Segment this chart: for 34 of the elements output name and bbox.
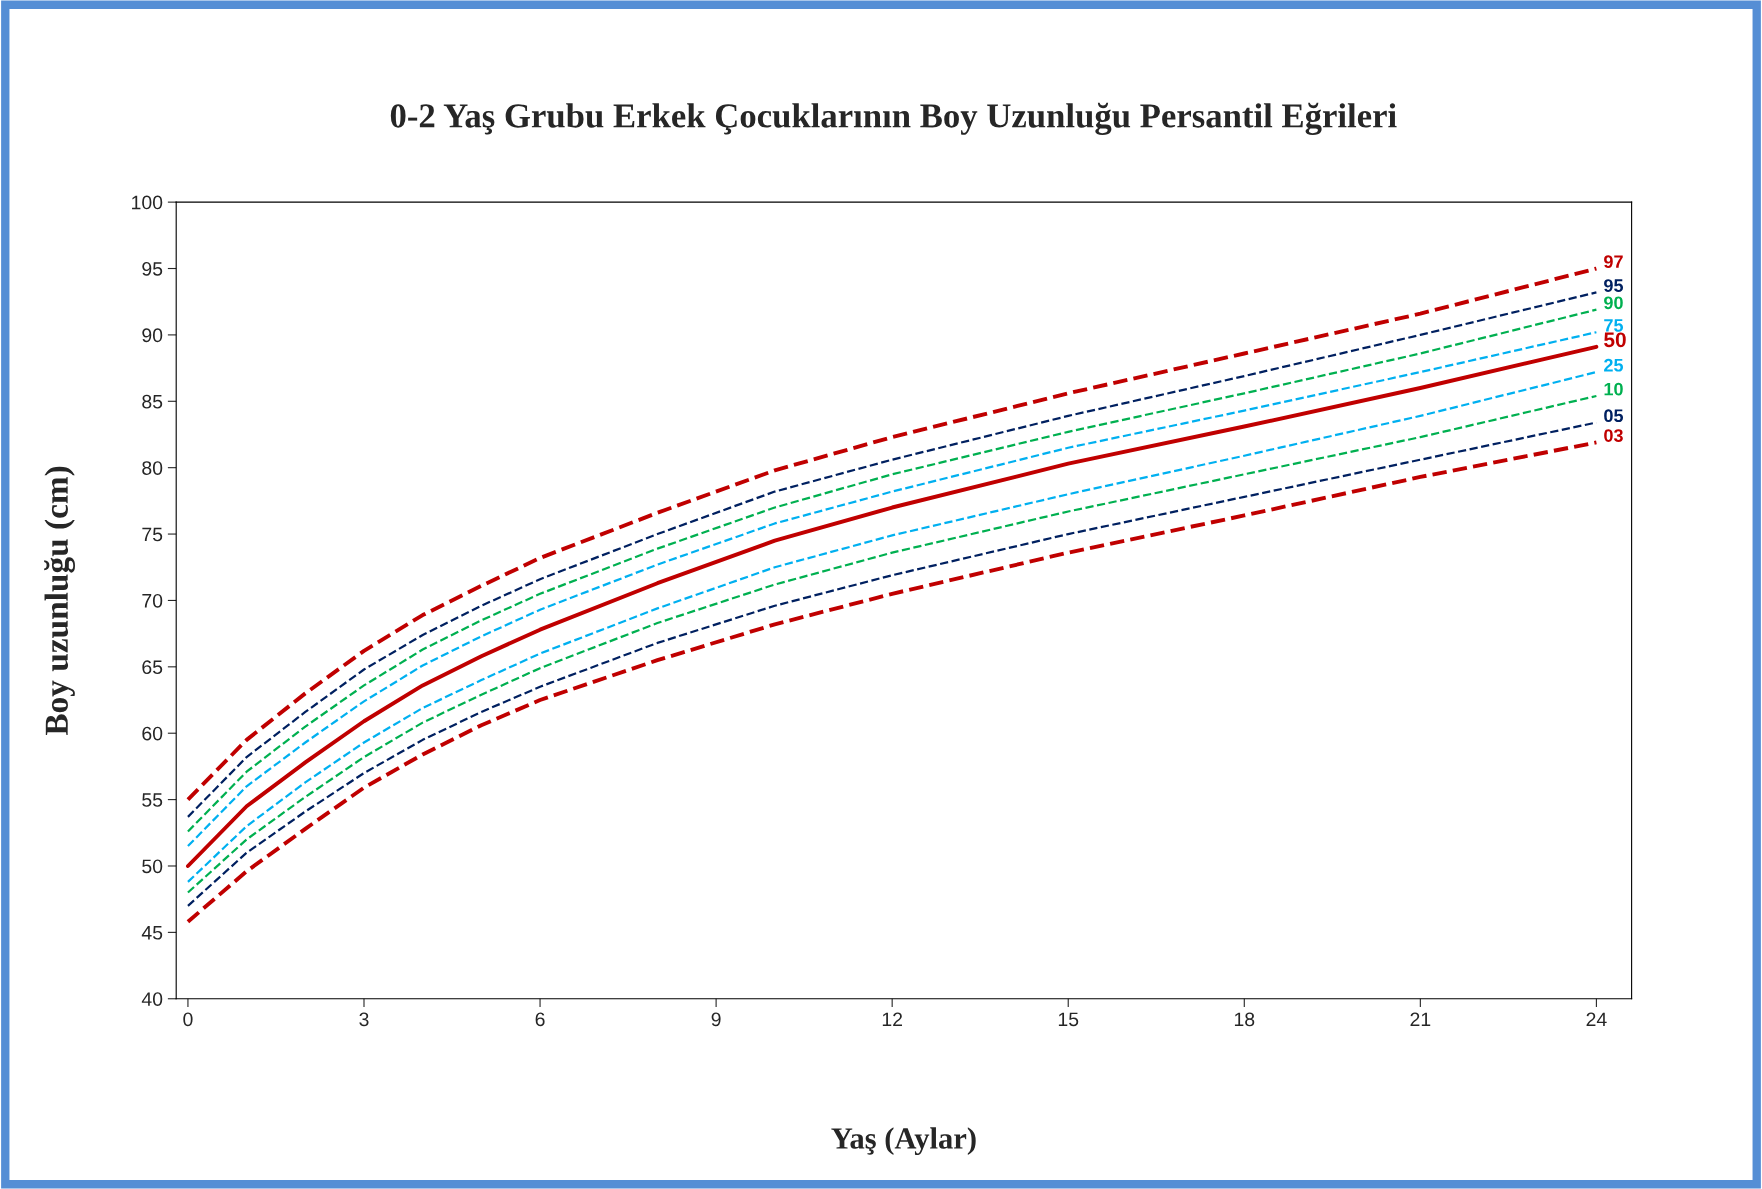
y-tick-label: 75 — [142, 527, 163, 542]
y-tick-label: 60 — [142, 726, 163, 741]
x-tick-label: 0 — [183, 1012, 193, 1027]
x-tick-label: 3 — [359, 1012, 369, 1027]
y-tick-label: 45 — [141, 926, 163, 940]
y-tick-label: 55 — [142, 793, 163, 807]
x-axis-title: Yaş (Aylar) — [831, 1127, 976, 1156]
x-tick-label: 18 — [1234, 1012, 1255, 1027]
y-tick-label: 70 — [142, 593, 163, 608]
x-tick-label: 24 — [1586, 1012, 1607, 1027]
x-tick-label: 6 — [535, 1012, 545, 1027]
y-tick-label: 95 — [142, 261, 163, 276]
y-tick-label: 65 — [142, 660, 163, 675]
series-label: 10 — [1604, 382, 1623, 396]
x-tick-label: 21 — [1410, 1012, 1431, 1027]
y-tick-label: 80 — [142, 461, 163, 475]
x-tick-label: 9 — [711, 1012, 721, 1027]
series-label: 25 — [1604, 358, 1624, 372]
x-tick-label: 15 — [1058, 1012, 1079, 1027]
y-tick-label: 40 — [141, 992, 163, 1006]
y-tick-label: 50 — [142, 859, 163, 874]
y-axis-title: Boy uzunluğu (cm) — [44, 466, 76, 736]
series-label: 05 — [1604, 409, 1624, 423]
y-tick-label: 90 — [142, 328, 163, 343]
series-label: 95 — [1604, 279, 1624, 292]
chart-title: 0-2 Yaş Grubu Erkek Çocuklarının Boy Uzunluğu Persantil Eğrileri — [390, 102, 1397, 135]
series-label: 03 — [1604, 429, 1623, 443]
series-label: 90 — [1604, 296, 1623, 310]
series-label: 50 — [1604, 332, 1626, 348]
x-tick-label: 12 — [882, 1012, 903, 1027]
y-tick-label: 85 — [142, 394, 163, 409]
series-label: 97 — [1604, 255, 1623, 269]
series-label: 75 — [1604, 319, 1624, 332]
y-tick-label: 100 — [132, 195, 163, 210]
